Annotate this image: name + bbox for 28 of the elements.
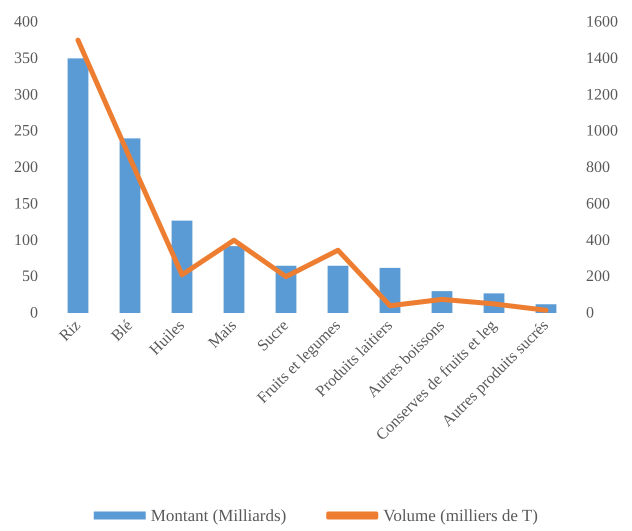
y2-tick-label: 600 <box>586 195 610 212</box>
y2-tick-label: 0 <box>586 304 594 322</box>
legend-label: Volume (milliers de T) <box>383 506 538 525</box>
x-tick-label: Mais <box>205 316 240 352</box>
y-tick-label: 400 <box>14 14 38 30</box>
bar <box>120 138 140 313</box>
y2-tick-label: 1000 <box>586 122 618 140</box>
y2-tick-label: 800 <box>586 159 610 176</box>
y2-tick-label: 200 <box>586 268 610 286</box>
y-tick-label: 250 <box>14 122 38 140</box>
bar <box>328 266 348 313</box>
y-tick-label: 350 <box>14 50 38 67</box>
y-tick-label: 150 <box>14 195 38 212</box>
y-tick-label: 300 <box>14 86 38 104</box>
y-tick-label: 200 <box>14 159 38 176</box>
y-tick-label: 50 <box>22 268 38 286</box>
bar <box>224 246 244 313</box>
y2-tick-label: 400 <box>586 232 610 249</box>
bar <box>172 220 192 313</box>
x-tick-label: Blé <box>108 316 136 345</box>
y2-tick-label: 1600 <box>586 14 618 30</box>
y-tick-label: 100 <box>14 232 38 249</box>
legend-label: Montant (Milliards) <box>150 506 286 525</box>
y2-tick-label: 1200 <box>586 86 618 104</box>
bar <box>68 58 88 313</box>
y2-tick-label: 1400 <box>586 50 618 67</box>
y-tick-label: 0 <box>30 304 38 322</box>
x-tick-label: Riz <box>56 316 84 345</box>
